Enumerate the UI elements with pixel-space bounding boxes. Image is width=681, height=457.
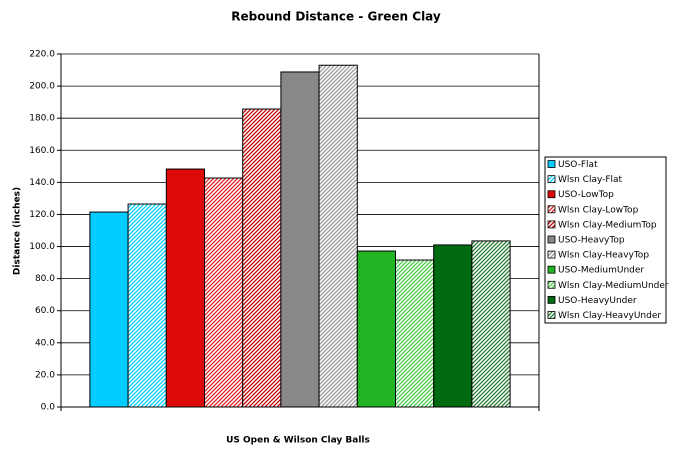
legend-swatch	[547, 280, 556, 289]
bar	[127, 203, 167, 408]
y-tick-label: 180.0	[29, 114, 55, 124]
bar	[204, 177, 244, 408]
legend-swatch	[547, 205, 556, 214]
legend-label: USO-MediumUnder	[558, 266, 644, 276]
legend-label: USO-LowTop	[558, 190, 614, 200]
y-tick-label: 60.0	[35, 306, 55, 316]
legend-swatch	[547, 295, 556, 304]
legend-label: USO-Flat	[558, 160, 598, 170]
y-tick-label: 140.0	[29, 178, 55, 188]
bar	[242, 108, 282, 408]
bar	[89, 211, 129, 408]
legend-swatch	[547, 250, 556, 259]
y-tick-label: 40.0	[35, 338, 55, 348]
bar	[280, 71, 320, 408]
legend-label: Wlsn Clay-HeavyUnder	[558, 311, 661, 321]
bar	[356, 250, 396, 408]
y-tick-label: 200.0	[29, 82, 55, 92]
bar	[395, 259, 435, 408]
legend-label: Wlsn Clay-HeavyTop	[558, 251, 649, 261]
y-tick-label: 220.0	[29, 50, 55, 60]
bar	[318, 64, 358, 408]
y-axis-label: Distance (inches)	[13, 187, 23, 275]
legend-label: Wlsn Clay-Flat	[558, 175, 623, 185]
legend-label: USO-HeavyTop	[558, 236, 625, 246]
y-tick-label: 120.0	[29, 210, 55, 220]
y-tick-label: 100.0	[29, 242, 55, 252]
legend-swatch	[547, 220, 556, 229]
legend-box	[544, 156, 667, 324]
bar	[165, 168, 206, 408]
legend-swatch	[547, 311, 556, 319]
legend-swatch	[547, 265, 556, 274]
legend-label: Wlsn Clay-MediumUnder	[558, 281, 669, 291]
y-tick-label: 20.0	[35, 370, 55, 380]
chart-title: Rebound Distance - Green Clay	[231, 10, 441, 24]
bar	[433, 244, 473, 408]
legend-swatch	[547, 160, 556, 168]
y-tick-label: 160.0	[29, 146, 55, 156]
legend-label: USO-HeavyUnder	[558, 296, 637, 306]
legend-label: Wlsn Clay-MediumTop	[558, 220, 657, 230]
x-axis-label: US Open & Wilson Clay Balls	[226, 436, 370, 446]
bar	[471, 240, 511, 408]
y-tick-label: 0.0	[41, 403, 56, 413]
legend-label: Wlsn Clay-LowTop	[558, 205, 639, 215]
legend-swatch	[547, 235, 556, 244]
legend-swatch	[547, 190, 556, 199]
y-tick-label: 80.0	[35, 274, 55, 284]
legend-swatch	[547, 175, 556, 184]
